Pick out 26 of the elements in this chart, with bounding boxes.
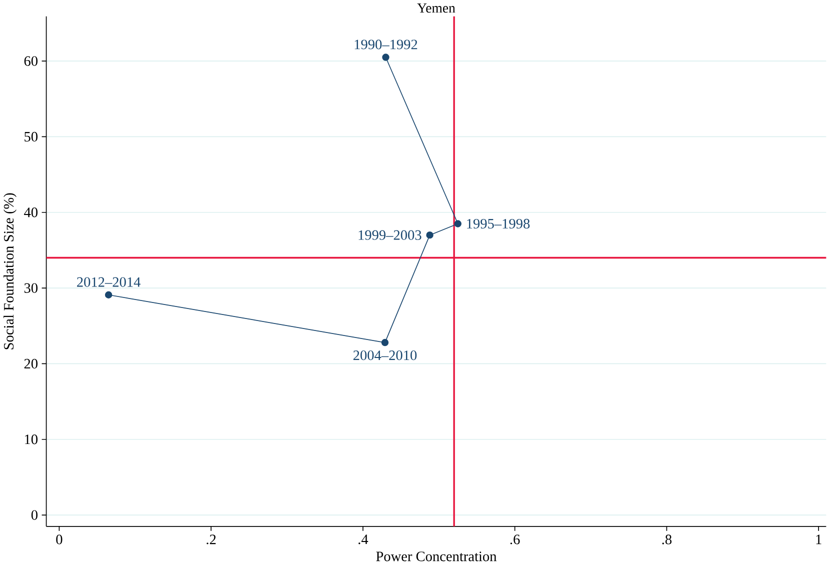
annotation: 1999–2003 (358, 230, 422, 240)
y-tick-label: 10 (25, 434, 38, 444)
x-axis-title: Power Concentration (376, 552, 497, 562)
x-tick-label: 1 (816, 534, 822, 544)
y-tick-label: 0 (31, 510, 38, 520)
annotation: 2012–2014 (77, 277, 140, 288)
y-tick-label: 60 (24, 56, 38, 66)
annotation: 2004–2010 (353, 350, 417, 360)
annotation: 1990–1992 (354, 40, 418, 50)
y-tick-label: 20 (24, 359, 38, 369)
chart-title: Yemen (417, 4, 456, 13)
x-tick-label: 0 (56, 534, 62, 544)
y-tick-label: 50 (24, 132, 38, 142)
point (426, 232, 434, 239)
x-tick-label: .4 (358, 534, 368, 544)
point (454, 220, 462, 228)
y-tick-label: 30 (24, 283, 38, 293)
annotation: 1995–1998 (467, 219, 530, 229)
y-axis-title: Social Foundation Size (%) (4, 193, 16, 350)
x-tick-label: .6 (510, 534, 520, 544)
y-tick-label: 40 (24, 208, 38, 218)
x-tick-label: .2 (206, 534, 216, 544)
point (104, 291, 112, 299)
point (381, 339, 389, 346)
x-tick-label: .8 (662, 534, 672, 544)
point (382, 54, 390, 61)
